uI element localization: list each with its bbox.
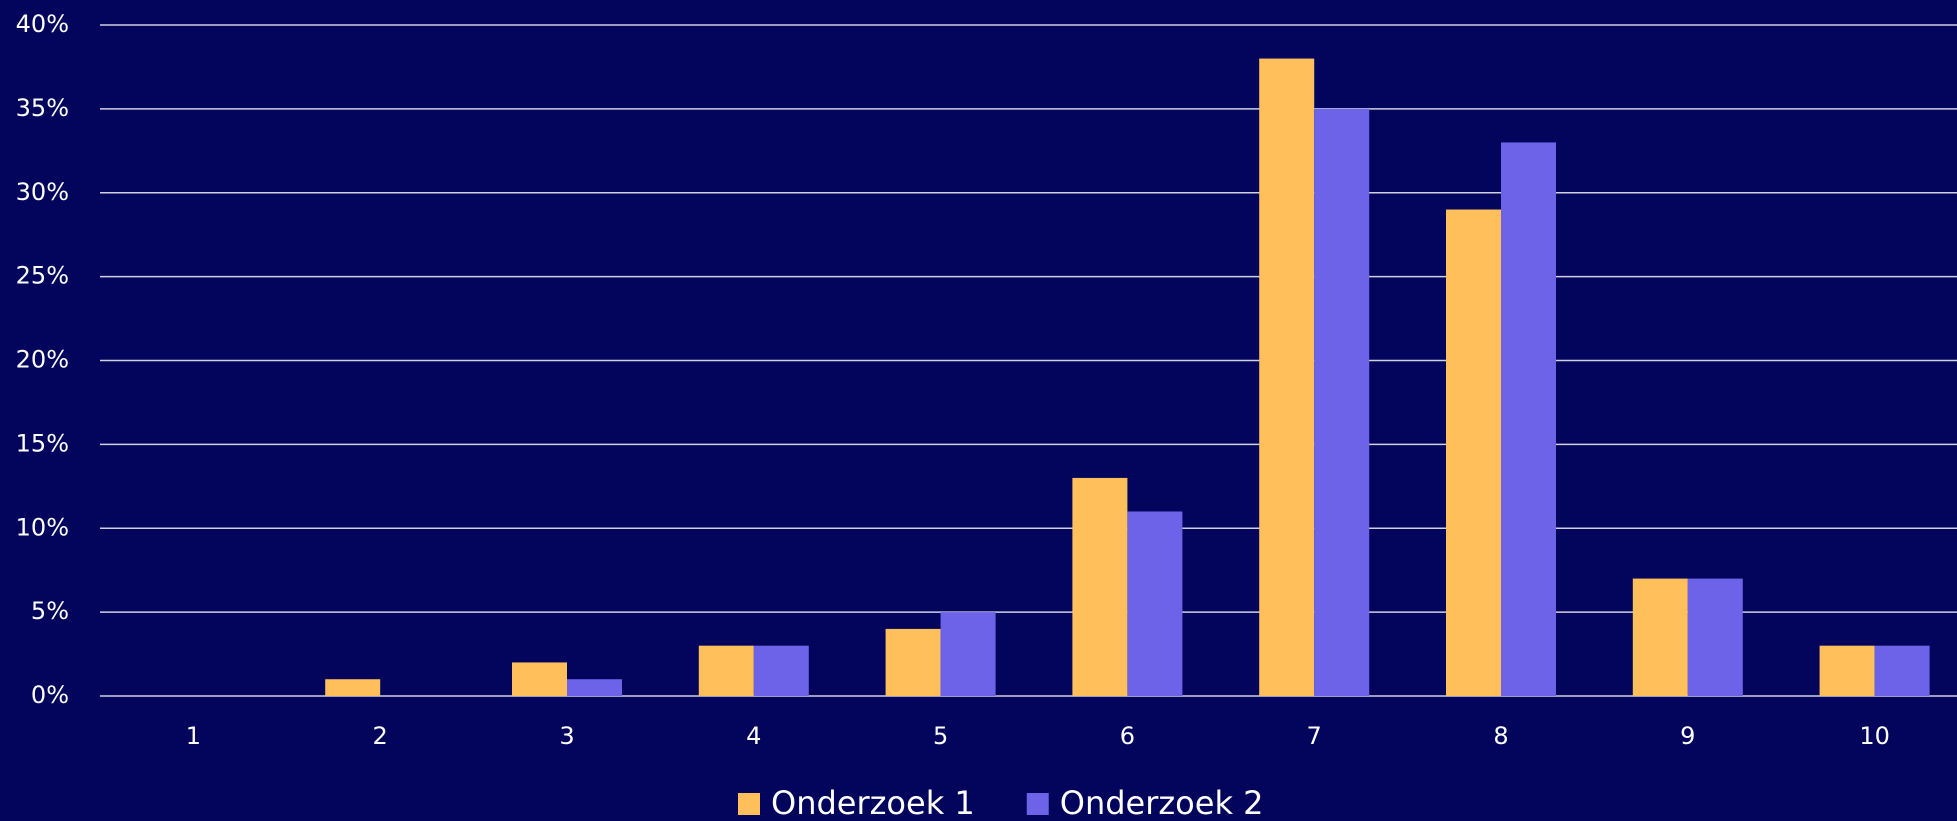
bar [567,679,622,696]
bar [1874,645,1930,696]
legend-label: Onderzoek 1 [771,784,975,821]
x-tick-label: 8 [1493,722,1508,750]
bar [1314,108,1370,696]
x-tick-label: 5 [933,722,948,750]
bar [1632,578,1688,696]
x-tick-label: 9 [1680,722,1695,750]
x-tick-label: 4 [746,722,761,750]
bar [325,679,381,696]
y-tick-label: 25% [16,262,69,290]
legend-swatch [1026,793,1049,815]
bar [698,645,754,696]
x-tick-label: 2 [373,722,388,750]
y-tick-label: 30% [16,178,69,206]
bar [1687,578,1743,696]
bar [1819,645,1875,696]
x-tick-label: 1 [186,722,201,750]
x-tick-label: 3 [559,722,574,750]
bar [753,645,809,696]
bar [1072,477,1128,696]
bar [1127,511,1183,696]
legend-label: Onderzoek 2 [1060,784,1264,821]
bar [1501,142,1556,697]
y-tick-label: 15% [16,429,69,457]
y-tick-label: 35% [16,94,69,122]
bar [940,612,996,696]
y-tick-label: 40% [16,10,69,38]
y-tick-label: 20% [16,346,69,374]
y-tick-label: 10% [16,513,69,541]
x-tick-label: 6 [1120,722,1135,750]
bar [1259,58,1315,697]
y-tick-label: 0% [31,681,69,709]
x-tick-label: 10 [1859,722,1890,750]
bar [512,662,567,696]
y-tick-label: 5% [31,597,69,625]
x-tick-label: 7 [1307,722,1322,750]
bar [1446,209,1501,696]
bar [885,628,941,696]
legend-swatch [738,793,760,815]
